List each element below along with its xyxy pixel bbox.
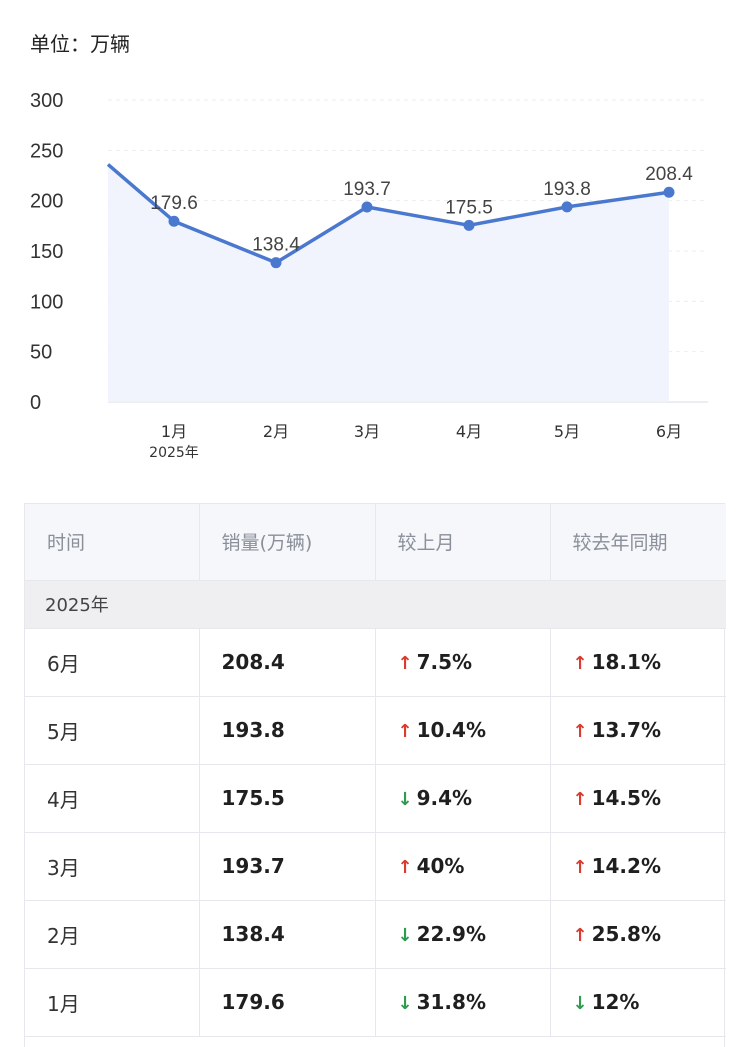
data-label: 208.4 <box>645 164 693 185</box>
arrow-down-icon: ↓ <box>397 993 413 1014</box>
data-point <box>463 219 475 231</box>
cell-mom: ↓ 31.8% <box>374 967 551 1037</box>
y-tick-label: 200 <box>30 191 63 213</box>
cell-yoy-value: 12% <box>591 990 640 1014</box>
table-row: 5月 193.8 ↑ 10.4% ↑ 13.7% <box>25 695 726 765</box>
arrow-down-icon: ↓ <box>397 789 413 810</box>
cell-sales: 138.4 <box>198 899 376 969</box>
cell-yoy-value: 13.7% <box>591 718 661 742</box>
cell-mom-value: 31.8% <box>416 990 486 1014</box>
data-label: 175.5 <box>445 197 493 218</box>
group-row: 2025年 <box>25 579 726 629</box>
cell-yoy: ↑ 25.8% <box>549 899 726 969</box>
y-tick-label: 150 <box>30 241 63 263</box>
data-label: 179.6 <box>150 193 198 214</box>
cell-yoy-value: 25.8% <box>591 922 661 946</box>
arrow-up-icon: ↑ <box>572 857 588 878</box>
table-row: 4月 175.5 ↓ 9.4% ↑ 14.5% <box>25 763 726 833</box>
cell-month: 3月 <box>25 831 200 901</box>
header-time: 时间 <box>25 504 200 581</box>
cell-month: 6月 <box>25 627 200 697</box>
cell-mom-value: 22.9% <box>416 922 486 946</box>
x-tick-label: 2月 <box>263 422 289 441</box>
header-sales: 销量(万辆) <box>198 504 376 581</box>
group-label: 2025年 <box>25 579 726 629</box>
area-fill <box>108 164 669 402</box>
cell-mom: ↑ 10.4% <box>374 695 551 765</box>
cell-sales: 208.4 <box>198 627 376 697</box>
cell-yoy: ↓ 12% <box>549 967 726 1037</box>
x-tick-label: 1月 <box>161 422 187 441</box>
cell-month: 5月 <box>25 695 200 765</box>
sales-line-chart: 0 50 100 150 200 250 300 179.6 138.4 193.7 175.5 19… <box>30 90 708 461</box>
y-tick-label: 300 <box>30 90 63 112</box>
y-tick-label: 100 <box>30 291 63 313</box>
table-row: 1月 179.6 ↓ 31.8% ↓ 12% <box>25 967 726 1037</box>
x-tick-label: 6月 <box>656 422 682 441</box>
x-tick-sublabel: 2025年 <box>149 445 199 461</box>
arrow-up-icon: ↑ <box>572 925 588 946</box>
cell-month: 4月 <box>25 763 200 833</box>
data-point <box>663 186 675 198</box>
table-row: 2月 138.4 ↓ 22.9% ↑ 25.8% <box>25 899 726 969</box>
cell-yoy: ↑ 13.7% <box>549 695 726 765</box>
cell-sales: 193.7 <box>198 831 376 901</box>
cell-sales: 193.8 <box>198 695 376 765</box>
arrow-up-icon: ↑ <box>572 721 588 742</box>
table-header-row: 时间 销量(万辆) 较上月 较去年同期 <box>25 504 726 581</box>
y-tick-label: 50 <box>30 342 52 364</box>
header-yoy: 较去年同期 <box>549 504 726 581</box>
data-point <box>270 257 282 269</box>
data-label: 193.7 <box>343 179 391 200</box>
data-point <box>361 201 373 213</box>
unit-label: 单位：万辆 <box>30 32 130 56</box>
data-label: 193.8 <box>543 179 591 200</box>
arrow-down-icon: ↓ <box>397 925 413 946</box>
arrow-up-icon: ↑ <box>397 857 413 878</box>
cell-month: 2月 <box>25 899 200 969</box>
cell-mom-value: 9.4% <box>416 786 473 810</box>
cell-month: 1月 <box>25 967 200 1037</box>
x-tick-label: 5月 <box>554 422 580 441</box>
data-label: 138.4 <box>252 235 300 256</box>
sales-table: 时间 销量(万辆) 较上月 较去年同期 2025年 6月 208.4 ↑ 7.5% ↑ 1… <box>25 504 726 1037</box>
cell-yoy-value: 14.2% <box>591 854 661 878</box>
arrow-up-icon: ↑ <box>397 721 413 742</box>
y-tick-label: 250 <box>30 140 63 162</box>
cell-yoy-value: 14.5% <box>591 786 661 810</box>
table-row: 6月 208.4 ↑ 7.5% ↑ 18.1% <box>25 627 726 697</box>
cell-sales: 175.5 <box>198 763 376 833</box>
cell-yoy: ↑ 14.5% <box>549 763 726 833</box>
arrow-up-icon: ↑ <box>397 653 413 674</box>
header-mom: 较上月 <box>374 504 551 581</box>
cell-mom: ↑ 40% <box>374 831 551 901</box>
table-row: 3月 193.7 ↑ 40% ↑ 14.2% <box>25 831 726 901</box>
data-point <box>168 215 180 227</box>
arrow-up-icon: ↑ <box>572 653 588 674</box>
x-tick-label: 3月 <box>354 422 380 441</box>
cell-mom-value: 7.5% <box>416 650 473 674</box>
arrow-down-icon: ↓ <box>572 993 588 1014</box>
data-point <box>561 201 573 213</box>
cell-yoy: ↑ 18.1% <box>549 627 726 697</box>
cell-yoy: ↑ 14.2% <box>549 831 726 901</box>
cell-yoy-value: 18.1% <box>591 650 661 674</box>
cell-sales: 179.6 <box>198 967 376 1037</box>
cell-mom: ↑ 7.5% <box>374 627 551 697</box>
sales-table-container: 时间 销量(万辆) 较上月 较去年同期 2025年 6月 208.4 ↑ 7.5% ↑ 1… <box>24 503 726 1047</box>
cell-mom-value: 10.4% <box>416 718 486 742</box>
cell-mom-value: 40% <box>416 854 465 878</box>
arrow-up-icon: ↑ <box>572 789 588 810</box>
cell-mom: ↓ 22.9% <box>374 899 551 969</box>
x-tick-label: 4月 <box>456 422 482 441</box>
y-tick-label: 0 <box>30 392 41 414</box>
cell-mom: ↓ 9.4% <box>374 763 551 833</box>
